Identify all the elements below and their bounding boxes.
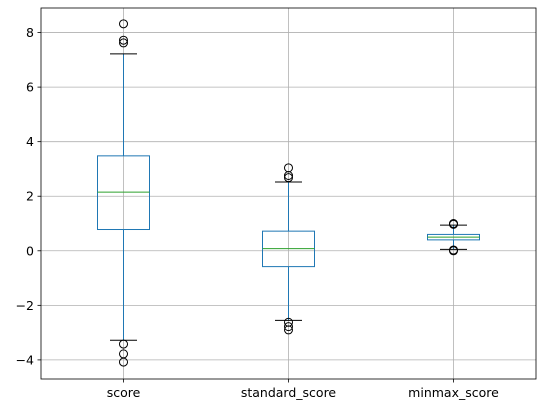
- y-tick-label: 8: [26, 25, 34, 40]
- outlier-point: [284, 170, 293, 180]
- y-tick-label: −4: [16, 352, 34, 367]
- boxes: [97, 19, 480, 367]
- x-tick-label: standard_score: [241, 385, 337, 400]
- outlier-point: [284, 325, 293, 335]
- y-tick-label: 6: [26, 80, 34, 95]
- box-minmax_score: [427, 219, 480, 256]
- y-tick-label: 0: [26, 243, 34, 258]
- outlier-point: [119, 357, 128, 367]
- outlier-point: [119, 35, 128, 45]
- outlier-point: [449, 245, 458, 255]
- outlier-point: [284, 322, 293, 332]
- outlier-point: [119, 19, 128, 29]
- outlier-point: [119, 38, 128, 48]
- x-tick-label: score: [107, 385, 141, 400]
- y-tick-label: −2: [16, 298, 34, 313]
- outlier-point: [449, 219, 458, 229]
- outlier-point: [284, 173, 293, 183]
- box-score: [97, 19, 150, 367]
- y-tick-label: 4: [26, 134, 34, 149]
- box-iqr: [97, 155, 150, 231]
- y-axis: −4 −2 0 2 4 6 8: [16, 25, 41, 367]
- box-standard_score: [262, 163, 315, 335]
- y-tick-label: 2: [26, 189, 34, 204]
- outlier-point: [119, 339, 128, 349]
- x-axis: score standard_score minmax_score: [107, 379, 499, 400]
- x-tick-label: minmax_score: [408, 385, 499, 400]
